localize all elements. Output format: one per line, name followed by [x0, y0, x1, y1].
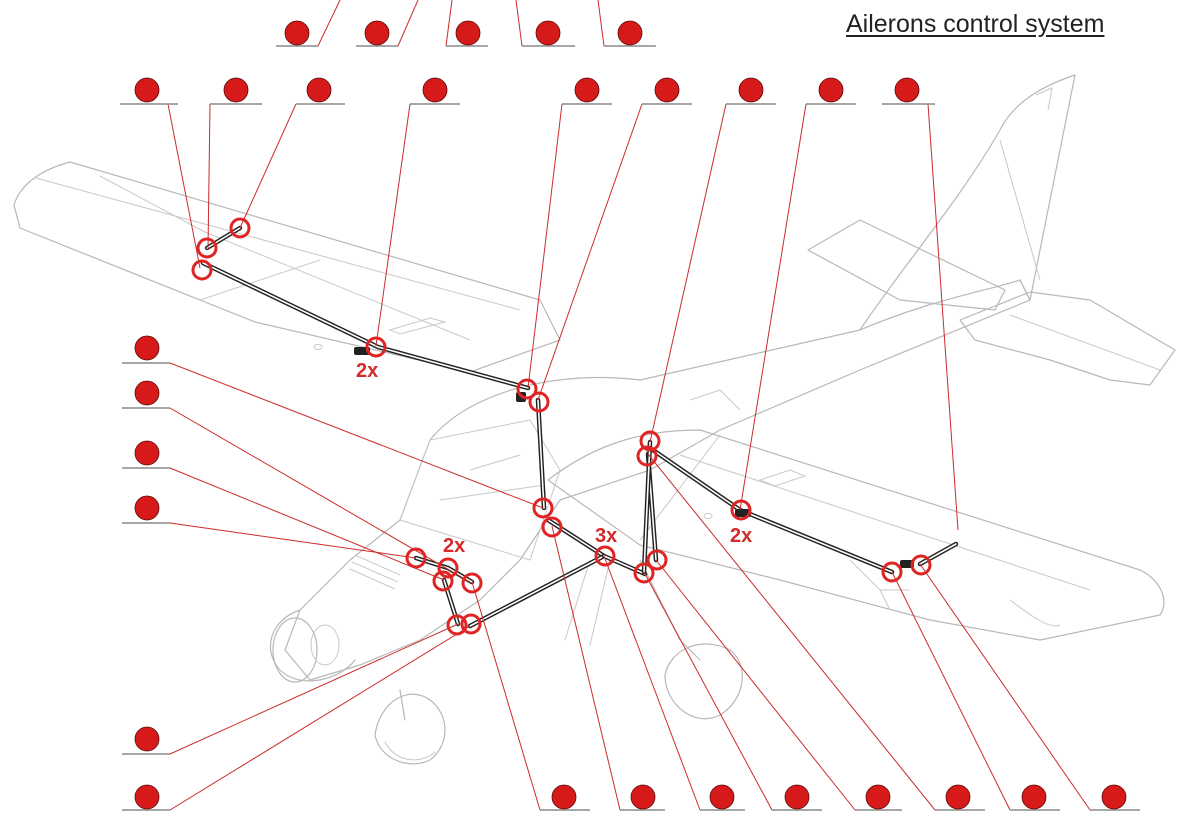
- leader-lines: [167, 0, 1091, 811]
- callout-dot: [654, 77, 680, 103]
- highlight-ring: [461, 572, 483, 594]
- callout-dots: [134, 20, 1127, 810]
- callout-bars: [120, 45, 1140, 811]
- callout-dot: [945, 784, 971, 810]
- control-cables: [200, 225, 959, 629]
- highlight-ring: [460, 613, 482, 635]
- callout-dot: [738, 77, 764, 103]
- callout-dot: [223, 77, 249, 103]
- callout-dot: [134, 77, 160, 103]
- highlight-ring: [437, 557, 459, 579]
- diagram-title: Ailerons control system: [846, 10, 1105, 38]
- callout-dot: [134, 380, 160, 406]
- multiplier-label: 2x: [730, 525, 752, 547]
- highlight-ring: [633, 562, 655, 584]
- callout-dot: [818, 77, 844, 103]
- highlight-ring: [646, 549, 668, 571]
- highlight-ring: [730, 499, 752, 521]
- callout-dot: [284, 20, 310, 46]
- callout-dot: [894, 77, 920, 103]
- highlight-ring: [365, 336, 387, 358]
- callout-dot: [617, 20, 643, 46]
- airframe-outline: [13, 74, 1176, 765]
- highlight-ring: [446, 614, 468, 636]
- highlight-ring: [594, 545, 616, 567]
- callout-dot: [535, 20, 561, 46]
- callout-dot: [574, 77, 600, 103]
- highlight-ring: [191, 259, 213, 281]
- callout-dot: [134, 335, 160, 361]
- highlight-ring: [910, 554, 932, 576]
- callout-dot: [134, 726, 160, 752]
- callout-dot: [630, 784, 656, 810]
- highlight-ring: [229, 217, 251, 239]
- highlight-ring: [196, 237, 218, 259]
- callout-dot: [364, 20, 390, 46]
- highlight-ring: [541, 516, 563, 538]
- highlight-rings: [191, 217, 932, 636]
- callout-dot: [551, 784, 577, 810]
- callout-dot: [422, 77, 448, 103]
- multiplier-label: 3x: [595, 525, 617, 547]
- callout-dot: [134, 784, 160, 810]
- highlight-ring: [639, 430, 661, 452]
- callout-dot: [784, 784, 810, 810]
- highlight-ring: [528, 391, 550, 413]
- callout-dot: [1101, 784, 1127, 810]
- highlight-ring: [532, 497, 554, 519]
- highlight-ring: [636, 445, 658, 467]
- callout-dot: [134, 495, 160, 521]
- callout-dot: [306, 77, 332, 103]
- multiplier-label: 2x: [356, 360, 378, 382]
- callout-dot: [455, 20, 481, 46]
- callout-dot: [134, 440, 160, 466]
- highlight-ring: [516, 378, 538, 400]
- multiplier-label: 2x: [443, 535, 465, 557]
- callout-dot: [709, 784, 735, 810]
- multiplier-labels: 2x 2x 3x 2x: [356, 360, 752, 557]
- highlight-ring: [881, 561, 903, 583]
- highlight-ring: [432, 570, 454, 592]
- callout-dot: [865, 784, 891, 810]
- callout-dot: [1021, 784, 1047, 810]
- highlight-ring: [405, 547, 427, 569]
